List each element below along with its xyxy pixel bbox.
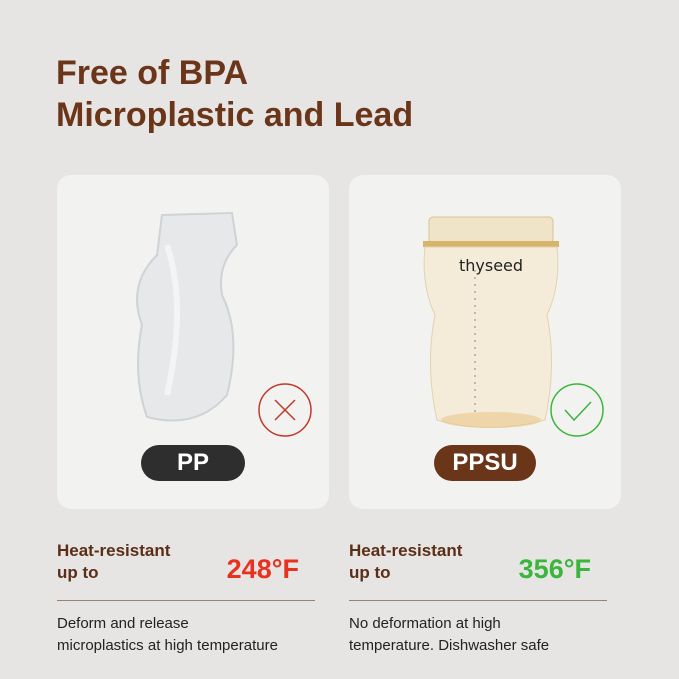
pp-temp: 248°F — [226, 554, 299, 584]
divider — [349, 600, 607, 601]
brand-logo: thyseed — [459, 256, 523, 275]
ppsu-bottle-image: thyseed — [423, 216, 559, 428]
pp-card: PP — [57, 175, 329, 509]
check-circle-icon — [550, 383, 604, 437]
pp-bottle-image — [136, 211, 239, 422]
title-line-2: Microplastic and Lead — [56, 96, 414, 134]
pp-info: Heat-resistant up to 248°F Deform and rel… — [57, 540, 315, 657]
pp-description: Deform and release microplastics at high … — [57, 615, 278, 654]
ppsu-heat-label: Heat-resistant up to — [349, 541, 463, 582]
ppsu-info: Heat-resistant up to 356°F No deformation… — [349, 540, 607, 657]
ppsu-temp: 356°F — [518, 554, 591, 584]
pp-badge: PP — [141, 445, 245, 481]
ppsu-description: No deformation at high temperature. Dishw… — [349, 615, 550, 654]
x-circle-icon — [258, 383, 312, 437]
title-line-1: Free of BPA — [56, 54, 249, 92]
ppsu-badge: PPSU — [434, 445, 536, 481]
page-title: Free of BPA Microplastic and Lead — [56, 52, 413, 136]
pp-heat-label: Heat-resistant up to — [57, 541, 171, 582]
ppsu-card: thyseed PPSU — [349, 175, 621, 509]
divider — [57, 600, 315, 601]
